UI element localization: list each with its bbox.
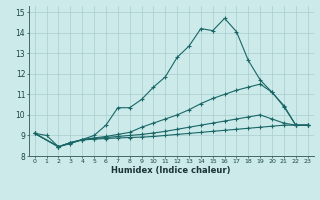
X-axis label: Humidex (Indice chaleur): Humidex (Indice chaleur) bbox=[111, 166, 231, 175]
